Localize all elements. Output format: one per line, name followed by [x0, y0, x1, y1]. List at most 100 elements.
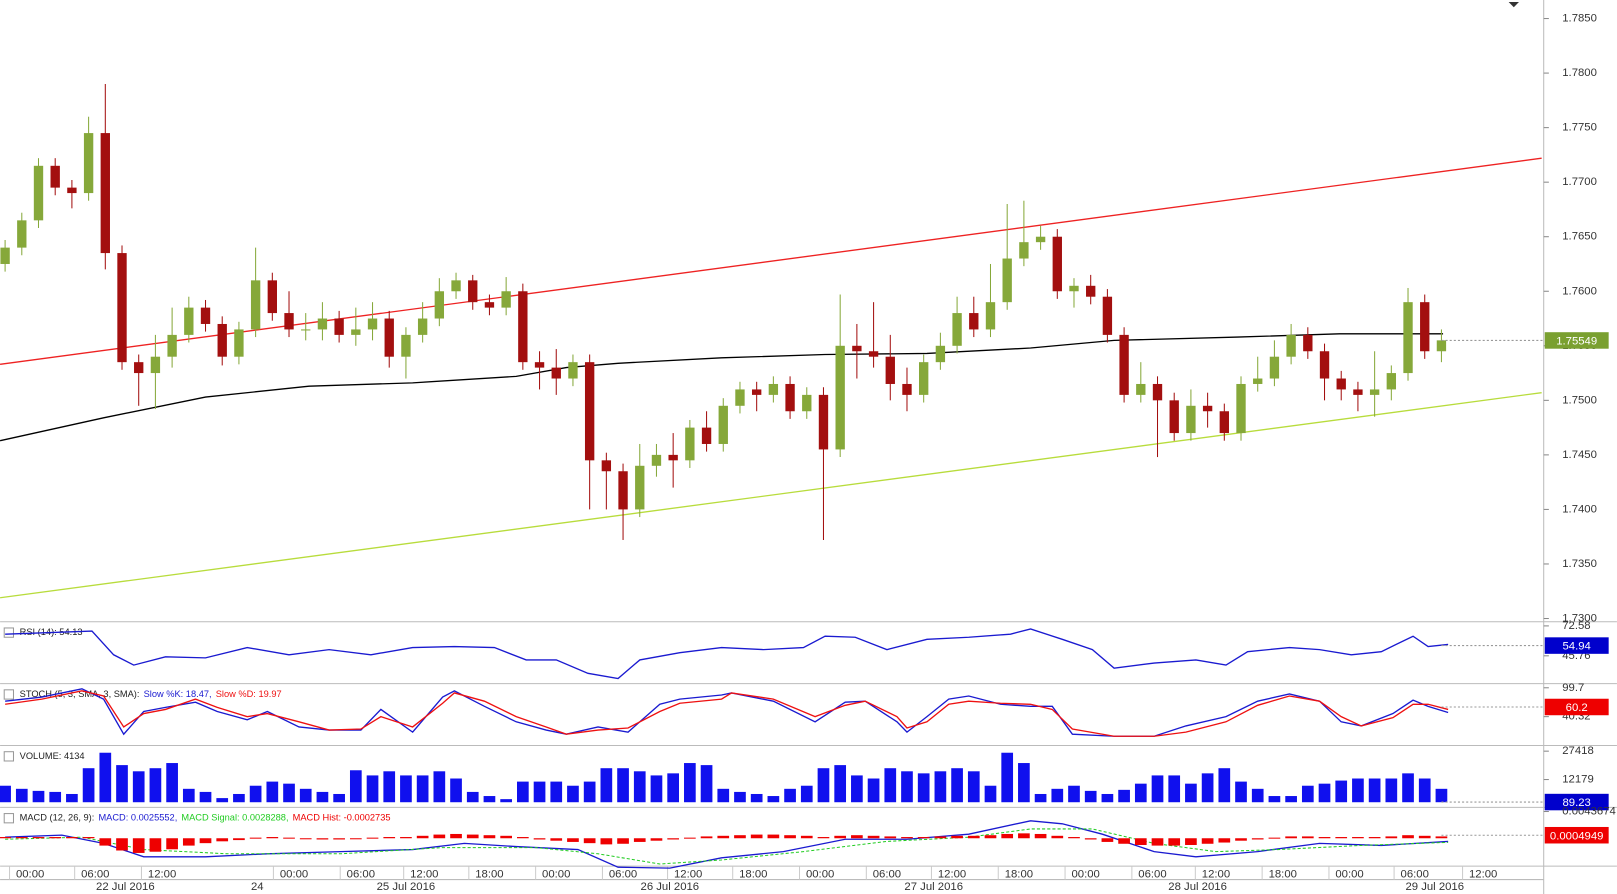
date-label: 29 Jul 2016	[1405, 881, 1464, 893]
legend-toggle[interactable]	[3, 813, 15, 824]
x-tick-label: 06:00	[873, 868, 901, 880]
candle-body	[334, 318, 344, 335]
bar	[1218, 768, 1231, 803]
bar	[416, 775, 429, 803]
bar	[784, 788, 796, 803]
date-label: 27 Jul 2016	[904, 881, 963, 893]
bar	[216, 838, 229, 842]
bar	[283, 783, 295, 803]
bar	[984, 835, 997, 839]
bar	[1201, 773, 1214, 803]
bar	[66, 793, 78, 803]
bar	[867, 778, 880, 803]
bar	[299, 838, 312, 840]
bar	[1318, 783, 1331, 803]
series-line	[5, 820, 1449, 869]
bar	[550, 781, 563, 803]
bar	[366, 775, 379, 803]
x-tick-label: 06:00	[1401, 868, 1429, 880]
candle-body	[685, 427, 695, 461]
current-value-label: 1.75549	[1556, 335, 1597, 347]
bar	[1285, 796, 1297, 803]
bar	[433, 834, 446, 839]
x-tick-label: 06:00	[81, 868, 109, 880]
bar	[851, 775, 863, 803]
bar	[400, 837, 412, 839]
candle-body	[618, 471, 628, 510]
bar	[316, 791, 329, 803]
bar	[116, 838, 128, 851]
bar	[383, 837, 396, 839]
date-label: 22 Jul 2016	[96, 881, 155, 893]
legend-entry: Slow %K: 18.47,	[144, 689, 212, 699]
candle-body	[451, 280, 461, 292]
candle-body	[100, 133, 110, 254]
bar	[516, 781, 529, 803]
candle-body	[434, 291, 445, 319]
bar	[734, 791, 746, 803]
legend-toggle[interactable]	[3, 627, 15, 638]
bar	[15, 837, 28, 839]
bar	[1418, 778, 1431, 803]
bar	[600, 768, 613, 803]
y-tick-label: 12179	[1562, 774, 1594, 786]
candle-body	[250, 280, 261, 330]
bar	[734, 835, 746, 839]
bar	[1352, 837, 1364, 839]
legend-text: MACD (12, 26, 9): MACD: 0.0025552, MACD Si…	[20, 813, 391, 823]
bar	[817, 768, 830, 803]
candle-body	[868, 351, 879, 357]
candle-body	[351, 329, 361, 335]
bar	[951, 768, 963, 803]
bar	[266, 781, 279, 803]
dropdown-arrow[interactable]	[1508, 2, 1519, 8]
date-label: 28 Jul 2016	[1168, 881, 1227, 893]
legend: MACD (12, 26, 9): MACD: 0.0025552, MACD Si…	[3, 813, 391, 824]
y-tick-label: 1.7300	[1562, 613, 1597, 625]
bar	[1051, 835, 1064, 839]
y-tick-label: 0.0043674	[1562, 806, 1616, 818]
candle-body	[284, 313, 294, 330]
bar	[717, 788, 730, 803]
bar	[750, 834, 763, 839]
candle-body	[33, 165, 44, 221]
candle-body	[935, 345, 946, 363]
bar	[1185, 783, 1197, 803]
y-tick-label: 1.7500	[1562, 394, 1597, 406]
x-tick-label: 12:00	[1469, 868, 1497, 880]
x-tick-label: 06:00	[1138, 868, 1166, 880]
bar	[416, 835, 429, 839]
bar	[500, 835, 512, 839]
bar	[383, 771, 396, 803]
bar	[400, 775, 412, 803]
bar	[1251, 788, 1264, 803]
bar	[967, 835, 980, 839]
candle-body	[919, 362, 929, 395]
bar	[650, 838, 663, 841]
candle-body	[885, 356, 895, 384]
bar	[550, 838, 563, 841]
candle-body	[117, 253, 127, 363]
x-tick-label: 12:00	[674, 868, 702, 880]
legend-toggle[interactable]	[3, 751, 15, 762]
bar	[99, 752, 112, 803]
legend-title: STOCH (5, 3, SMA, 3, SMA):	[20, 689, 140, 699]
bar	[1418, 835, 1431, 839]
bar	[450, 778, 462, 803]
candle-body	[150, 356, 161, 374]
legend-toggle[interactable]	[3, 689, 15, 700]
bar	[1185, 838, 1197, 845]
bar	[483, 796, 496, 803]
candle-body	[501, 291, 511, 308]
candle-body	[301, 329, 311, 331]
bar	[633, 771, 646, 803]
bar	[1134, 838, 1147, 845]
series-line	[5, 690, 1449, 737]
bar	[800, 785, 813, 803]
bar	[15, 788, 28, 803]
y-tick-label: 1.7850	[1562, 13, 1597, 25]
bar	[784, 835, 796, 839]
candle-body	[902, 383, 912, 395]
candle-body	[852, 345, 862, 352]
